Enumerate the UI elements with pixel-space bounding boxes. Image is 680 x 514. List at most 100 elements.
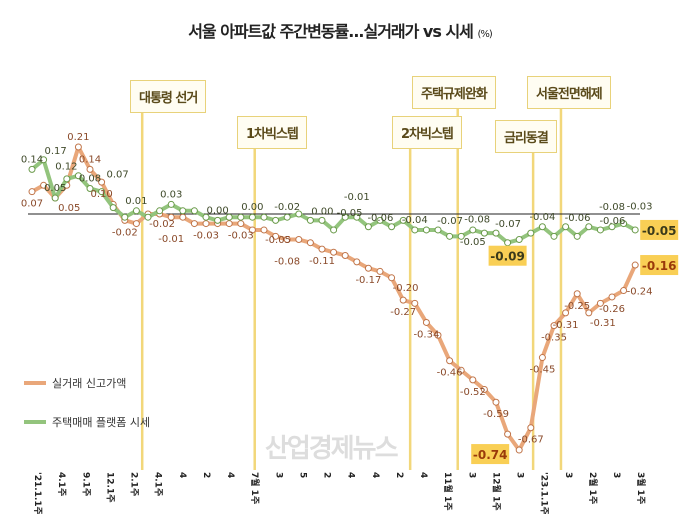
data-point (469, 376, 477, 384)
data-point (109, 204, 117, 212)
data-point (306, 216, 314, 224)
data-point (74, 172, 82, 180)
data-point (167, 200, 175, 208)
data-point (40, 156, 48, 164)
data-label: -0.06 (565, 213, 591, 224)
data-point (596, 299, 604, 307)
annotation-rate-freeze: 금리동결 (495, 120, 557, 153)
x-tick-label: 4.1주 (56, 472, 67, 496)
data-point (190, 220, 198, 228)
data-point (63, 175, 71, 183)
data-point (272, 216, 280, 224)
data-label: 0.08 (79, 173, 101, 184)
x-tick-label: 4 (177, 472, 187, 478)
data-label: -0.26 (599, 304, 625, 315)
data-label: 0.07 (106, 170, 128, 181)
data-point (202, 220, 210, 228)
data-label: -0.02 (112, 227, 138, 238)
data-point (457, 232, 465, 240)
data-point (364, 264, 372, 272)
data-point (492, 229, 500, 237)
data-label: -0.46 (437, 368, 463, 379)
data-point (260, 213, 268, 221)
data-point (631, 226, 639, 234)
data-point (248, 213, 256, 221)
annotation-bigstep-2: 2차빅스텝 (392, 116, 462, 149)
data-point (330, 248, 338, 256)
data-label: -0.31 (590, 318, 616, 329)
data-point (504, 430, 512, 438)
data-point (86, 165, 94, 173)
data-label: 0.00 (206, 205, 228, 216)
data-point (527, 229, 535, 237)
data-point (608, 223, 616, 231)
data-label: -0.04 (402, 215, 428, 226)
data-point (179, 207, 187, 215)
data-point (434, 331, 442, 339)
data-point (573, 290, 581, 298)
chart-title: 서울 아파트값 주간변동률...실거래가 vs 시세 (%) (0, 18, 680, 42)
data-label: 0.05 (44, 183, 66, 194)
data-point (527, 424, 535, 432)
data-point (480, 229, 488, 237)
data-point (353, 213, 361, 221)
data-point (237, 220, 245, 228)
data-label: 0.10 (90, 189, 112, 200)
data-label: 0.01 (125, 196, 147, 207)
data-point (190, 207, 198, 215)
data-label: -0.34 (413, 329, 439, 340)
data-point (515, 236, 523, 244)
data-label: -0.67 (518, 435, 544, 446)
data-point (422, 226, 430, 234)
data-label: -0.07 (437, 216, 463, 227)
data-point (480, 385, 488, 393)
data-point (562, 223, 570, 231)
annotation-seoul-deregulation: 서울전면해제 (527, 76, 611, 109)
chart-title-text: 서울 아파트값 주간변동률...실거래가 vs 시세 (188, 22, 474, 41)
data-label-highlight: -0.16 (642, 259, 677, 273)
data-label: -0.04 (529, 212, 555, 223)
data-label: 0.03 (160, 189, 182, 200)
data-point (156, 207, 164, 215)
data-label: -0.20 (393, 283, 419, 294)
data-label: 0.14 (21, 154, 43, 165)
data-label: -0.11 (309, 256, 335, 267)
x-tick-label: 5 (297, 472, 307, 478)
data-point (167, 213, 175, 221)
x-tick-label: 3 (563, 472, 573, 478)
x-tick-label: 3월 1주 (635, 472, 647, 504)
data-point (388, 274, 396, 282)
data-point (132, 207, 140, 215)
data-point (98, 178, 106, 186)
chart-unit: (%) (477, 29, 492, 40)
data-point (434, 226, 442, 234)
data-label: -0.01 (344, 192, 370, 203)
data-label: -0.05 (265, 235, 291, 246)
data-point (364, 223, 372, 231)
data-label: 0.00 (311, 206, 333, 217)
data-label: 0.05 (58, 203, 80, 214)
data-point (585, 309, 593, 317)
annotation-bigstep-1: 1차빅스텝 (237, 116, 307, 149)
data-label: -0.02 (274, 202, 300, 213)
data-point (121, 213, 129, 221)
data-label: -0.52 (460, 387, 486, 398)
data-point (40, 181, 48, 189)
x-tick-label: 11월 1주 (442, 472, 454, 510)
data-label-highlight: -0.05 (642, 224, 677, 238)
data-point (515, 446, 523, 454)
data-point (202, 213, 210, 221)
data-point (399, 296, 407, 304)
data-label: -0.08 (464, 214, 490, 225)
legend-swatch (24, 420, 46, 424)
data-point (446, 232, 454, 240)
data-point (341, 213, 349, 221)
data-point (585, 223, 593, 231)
data-label: 0.12 (55, 162, 77, 173)
data-point (283, 213, 291, 221)
data-point (144, 213, 152, 221)
legend-swatch (24, 381, 46, 385)
x-tick-label: 4 (418, 472, 428, 478)
data-label: 0.17 (44, 146, 66, 157)
